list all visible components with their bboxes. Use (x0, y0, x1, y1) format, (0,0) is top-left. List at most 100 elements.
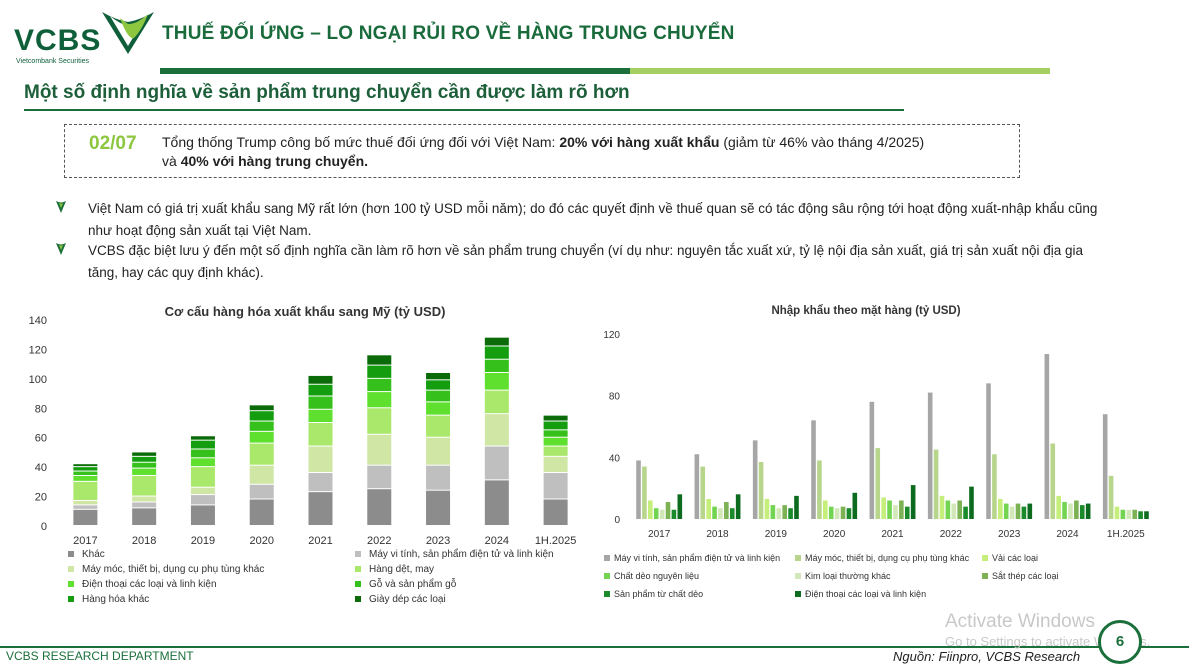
chart2-legend-swatch (982, 573, 988, 579)
chart1-bar-segment (308, 492, 333, 525)
chart1-bar-segment (426, 372, 451, 380)
chart2-bar (846, 508, 852, 519)
chart1-bar-segment (426, 402, 451, 415)
chart1-bar-segment (367, 355, 392, 365)
chart2-xtick-label: 2019 (765, 529, 788, 540)
chart1-bar-segment (132, 462, 157, 468)
chart2-bar (1027, 503, 1033, 519)
chart2-bar (1062, 502, 1067, 519)
notice-text: Tổng thống Trump công bố mức thuế đối ứn… (162, 133, 1002, 171)
chart1-ytick-label: 100 (29, 374, 47, 386)
chart2-title: Nhập khẩu theo mặt hàng (tỷ USD) (771, 305, 960, 317)
chart2-bar (1003, 503, 1009, 519)
chart2-bar (1132, 509, 1137, 519)
chart2-bar (700, 466, 706, 519)
bullet-text: Việt Nam có giá trị xuất khẩu sang Mỹ rấ… (88, 201, 1098, 238)
chart1-bar-segment (190, 487, 215, 495)
chart2-bar (834, 508, 840, 519)
chart2-bar (840, 506, 846, 519)
chart2-bar (724, 502, 729, 519)
chart2-bar (1074, 500, 1079, 519)
page-number: 6 (1115, 633, 1125, 650)
chart1-bar-segment (484, 390, 509, 414)
chart1-bar-segment (73, 467, 98, 471)
chart1-bar-segment (73, 500, 98, 505)
chart1-bar-segment (132, 475, 157, 496)
chart2-bar (712, 506, 717, 519)
chart1-legend-label: Giày dép các loại (369, 594, 446, 605)
chart1-bar-segment (543, 415, 568, 421)
chart2-legend-label: Vải các loại (992, 553, 1038, 563)
chart1-bar-segment (73, 471, 98, 475)
chart2-legend-swatch (982, 555, 988, 561)
chart1-bar-segment (132, 452, 157, 456)
chart2-bar (1144, 511, 1149, 519)
chart1-bar-segment (484, 359, 509, 372)
chart2-bar (933, 449, 939, 519)
chart1-bar-segment (190, 440, 215, 449)
chart1-bar-segment (190, 458, 215, 467)
shield-bullet-icon (56, 201, 66, 213)
chart1-ytick-label: 40 (35, 462, 47, 474)
notice-text-part3: và (162, 153, 181, 169)
chart1-bar-segment (249, 499, 274, 525)
chart1-ytick-label: 0 (41, 521, 47, 533)
chart2-bar (881, 497, 886, 519)
chart2-bar (1079, 505, 1085, 519)
chart2-bar (1108, 475, 1114, 519)
chart2-bar (1126, 509, 1132, 519)
chart2-bar (957, 500, 962, 519)
chart2-bar (665, 502, 671, 519)
chart2-bar (904, 506, 910, 519)
logo-wordmark: VCBS (14, 24, 102, 57)
chart1-bar-segment (543, 437, 568, 446)
chart2-bar (1050, 443, 1056, 519)
chart2-bar (910, 485, 916, 519)
chart1-bar-segment (249, 465, 274, 484)
chart2-bar (776, 508, 782, 519)
chart1-bar-segment (308, 473, 333, 492)
chart1-bar-segment (426, 390, 451, 402)
chart2-legend-label: Kim loại thường khác (805, 571, 891, 581)
chart1-xtick-label: 2018 (132, 535, 156, 547)
chart1-bar-segment (367, 392, 392, 408)
chart2-bar (986, 383, 991, 519)
chart1-bar-segment (484, 372, 509, 390)
chart1-bar-segment (73, 505, 98, 509)
title-underline-light (630, 68, 1050, 74)
chart2-bar (939, 495, 945, 519)
chart1-legend-swatch (68, 596, 74, 602)
chart2-bar (828, 506, 834, 519)
chart2-legend-swatch (604, 555, 610, 561)
notice-bold-export: 20% với hàng xuất khẩu (559, 134, 720, 150)
page-number-badge: 6 (1098, 620, 1142, 664)
chart2-bar (770, 505, 776, 519)
chart1-bar-segment (367, 434, 392, 465)
chart1-bar-segment (308, 384, 333, 396)
chart2-bar (992, 454, 997, 519)
chart1-legend-swatch (68, 551, 74, 557)
chart2-legend-label: Sản phẩm từ chất dẻo (614, 589, 703, 599)
chart2-bar (636, 460, 641, 519)
chart1-bar-segment (484, 337, 509, 346)
chart2-bar (758, 461, 764, 519)
chart2-xtick-label: 2017 (648, 529, 671, 540)
chart1-bar-segment (484, 414, 509, 446)
chart1-bar-segment (426, 380, 451, 390)
chart2-bar (969, 486, 974, 519)
page-title: THUẾ ĐỐI ỨNG – LO NGẠI RỦI RO VỀ HÀNG TR… (162, 23, 735, 44)
chart2-bar (817, 460, 822, 519)
chart2-bar (823, 500, 828, 519)
chart1-legend-label: Máy móc, thiết bị, dụng cụ phụ tùng khác (82, 563, 264, 575)
chart2-xtick-label: 2022 (940, 529, 963, 540)
chart2-bar (659, 509, 665, 519)
chart1-ytick-label: 140 (29, 315, 47, 327)
chart1-bar-segment (132, 468, 157, 475)
chart2-bar (1009, 506, 1015, 519)
chart1-bar-segment (249, 421, 274, 431)
chart1-bar-segment (249, 484, 274, 499)
chart2-bar (694, 454, 700, 519)
chart2-legend-label: Chất dẻo nguyên liệu (614, 571, 699, 581)
chart1-xtick-label: 2020 (249, 535, 273, 547)
chart2-bar (648, 500, 653, 519)
